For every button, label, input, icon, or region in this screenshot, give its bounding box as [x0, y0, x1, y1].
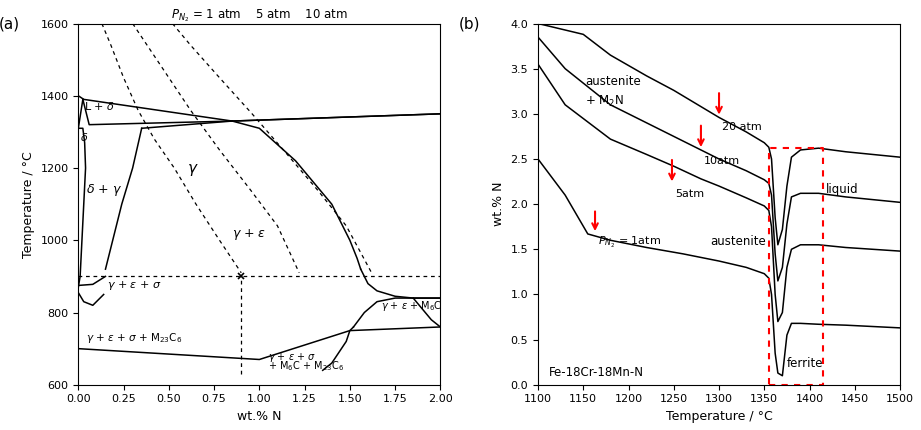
Text: Fe-18Cr-18Mn-N: Fe-18Cr-18Mn-N: [549, 366, 644, 379]
Text: liquid: liquid: [826, 183, 858, 197]
Text: ferrite: ferrite: [787, 357, 823, 370]
Y-axis label: wt.% N: wt.% N: [492, 182, 505, 227]
Text: austenite: austenite: [710, 235, 765, 248]
Text: L + $\delta$: L + $\delta$: [84, 100, 114, 112]
Text: $\delta$ + $\gamma$: $\delta$ + $\gamma$: [86, 182, 122, 198]
Title: $\mathit{P}_{N_2}$ = 1 atm    5 atm    10 atm: $\mathit{P}_{N_2}$ = 1 atm 5 atm 10 atm: [171, 7, 347, 24]
X-axis label: wt.% N: wt.% N: [237, 410, 282, 423]
Text: (b): (b): [459, 16, 480, 31]
Text: $\gamma$ + $\varepsilon$ + M$_6$C: $\gamma$ + $\varepsilon$ + M$_6$C: [380, 299, 442, 313]
Text: + M$_2$N: + M$_2$N: [585, 94, 624, 109]
Text: 5atm: 5atm: [676, 189, 705, 199]
Text: (a): (a): [0, 16, 19, 31]
Y-axis label: Temperature / °C: Temperature / °C: [22, 151, 35, 258]
Text: $\gamma$: $\gamma$: [187, 163, 199, 178]
Text: $\gamma$ + $\varepsilon$ + $\sigma$: $\gamma$ + $\varepsilon$ + $\sigma$: [268, 351, 317, 364]
Text: $\gamma$ + $\varepsilon$: $\gamma$ + $\varepsilon$: [232, 227, 266, 242]
Text: austenite: austenite: [585, 75, 641, 88]
Text: $\gamma$ + $\varepsilon$ + $\sigma$ + M$_{23}$C$_6$: $\gamma$ + $\varepsilon$ + $\sigma$ + M$…: [86, 332, 181, 345]
Text: 20 atm: 20 atm: [722, 122, 762, 132]
Text: 10atm: 10atm: [704, 156, 740, 166]
X-axis label: Temperature / °C: Temperature / °C: [666, 410, 773, 423]
Text: $P_{N_2}$ = 1atm: $P_{N_2}$ = 1atm: [598, 235, 661, 250]
Text: + M$_6$C + M$_{23}$C$_6$: + M$_6$C + M$_{23}$C$_6$: [268, 359, 344, 373]
Text: $\gamma$ + $\varepsilon$ + $\sigma$: $\gamma$ + $\varepsilon$ + $\sigma$: [107, 279, 162, 292]
Text: $\delta$: $\delta$: [79, 131, 87, 143]
